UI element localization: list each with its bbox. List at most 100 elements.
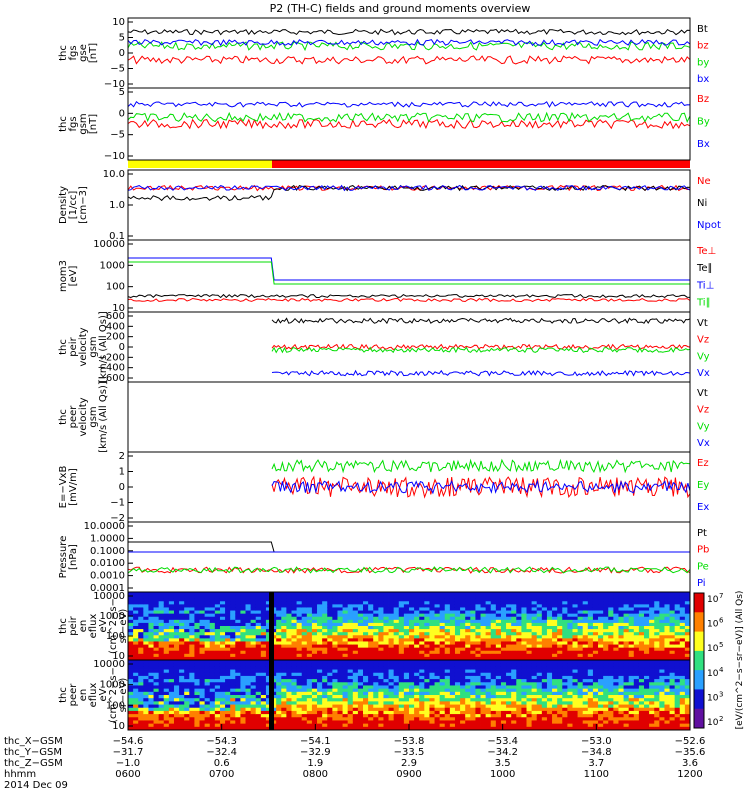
spectrogram-cell [654, 717, 660, 721]
spectrogram-cell [618, 663, 624, 667]
spectrogram-cell [311, 672, 318, 677]
spectrogram-cell [500, 695, 507, 699]
spectrogram-cell [654, 682, 660, 686]
spectrogram-cell [495, 704, 502, 709]
spectrogram-cell [332, 672, 338, 677]
spectrogram-cell [654, 656, 660, 661]
spectrogram-cell [439, 641, 446, 645]
spectrogram-cell [521, 601, 527, 605]
spectrogram-cell [230, 710, 236, 715]
legend-Te⊥: Te⊥ [696, 246, 716, 257]
spectrogram-cell [567, 629, 573, 633]
spectrogram-cell [409, 720, 415, 725]
spectrogram-cell [654, 635, 660, 639]
spectrogram-cell [214, 710, 221, 715]
spectrogram-cell [541, 635, 548, 639]
spectrogram-cell [225, 691, 231, 696]
spectrogram-cell [465, 638, 471, 642]
spectrogram-cell [276, 647, 282, 652]
spectrogram-cell [572, 613, 578, 618]
spectrogram-cell [168, 607, 175, 611]
spectrogram-cell [352, 629, 359, 633]
spectrogram-cell [444, 595, 451, 599]
spectrogram-cell [184, 663, 190, 667]
spectrogram-cell [393, 666, 400, 670]
spectrogram-cell [506, 616, 512, 621]
spectrogram-cell [414, 604, 420, 608]
spectrogram-cell [296, 723, 303, 728]
spectrogram-cell [659, 613, 665, 618]
spectrogram-cell [388, 710, 395, 715]
spectrogram-cell [245, 638, 252, 642]
spectrogram-cell [444, 616, 451, 621]
spectrogram-cell [516, 638, 522, 642]
spectrogram-cell [684, 641, 691, 645]
spectrogram-cell [495, 616, 502, 621]
spectrogram-cell [623, 672, 630, 677]
spectrogram-cell [500, 653, 507, 658]
spectrogram-cell [291, 723, 297, 728]
spectrogram-cell [332, 691, 338, 696]
spectrogram-cell [536, 638, 543, 642]
spectrogram-cell [460, 638, 466, 642]
spectrogram-cell [480, 685, 487, 690]
spectrogram-cell [521, 629, 527, 633]
spectrogram-cell [608, 644, 614, 649]
spectrogram-cell [184, 707, 190, 712]
spectrogram-cell [204, 650, 211, 655]
spectrogram-cell [424, 613, 430, 618]
spectrogram-cell [184, 632, 190, 636]
spectrogram-cell [541, 669, 548, 674]
spectrogram-cell [638, 610, 645, 615]
spectrogram-cell [684, 613, 691, 618]
spectrogram-cell [618, 685, 624, 690]
spectrogram-cell [644, 691, 650, 696]
spectrogram-cell [557, 650, 563, 655]
spectrogram-cell [490, 707, 497, 712]
spectrogram-cell [434, 647, 441, 652]
spectrogram-cell [291, 701, 297, 705]
spectrogram-cell [526, 714, 533, 718]
spectrogram-cell [633, 592, 640, 596]
spectrogram-cell [434, 675, 441, 680]
spectrogram-cell [500, 622, 507, 627]
y-tick-label: 0.0001 [90, 583, 125, 594]
legend-Ni: Ni [697, 198, 707, 209]
spectrogram-cell [608, 688, 614, 693]
spectrogram-cell [163, 656, 170, 661]
spectrogram-cell [567, 595, 573, 599]
spectrogram-cell [189, 650, 195, 655]
spectrogram-cell [567, 641, 573, 645]
spectrogram-cell [204, 613, 211, 618]
spectrogram-cell [291, 610, 297, 615]
spectrogram-cell [557, 632, 563, 636]
spectrogram-cell [439, 656, 446, 661]
spectrogram-cell [138, 595, 144, 599]
spectrogram-cell [403, 707, 410, 712]
spectrogram-cell [250, 660, 257, 664]
spectrogram-cell [516, 672, 522, 677]
spectrogram-cell [531, 644, 538, 649]
spectrogram-cell [168, 682, 175, 686]
spectrogram-cell [506, 622, 512, 627]
spectrogram-cell [679, 592, 686, 596]
panel-frame [127, 17, 691, 89]
spectrogram-cell [500, 616, 507, 621]
spectrogram-cell [347, 707, 354, 712]
spectrogram-cell [557, 675, 563, 680]
spectrogram-cell [189, 707, 195, 712]
spectrogram-cell [317, 710, 323, 715]
spectrogram-cell [383, 619, 389, 624]
spectrogram-cell [552, 656, 558, 661]
spectrogram-cell [388, 638, 395, 642]
spectrogram-cell [373, 592, 379, 596]
spectrogram-cell [562, 666, 568, 670]
spectrogram-cell [138, 663, 144, 667]
spectrogram-cell [337, 695, 343, 699]
spectrogram-cell [567, 695, 573, 699]
spectrogram-cell [485, 695, 492, 699]
spectrogram-cell [623, 650, 630, 655]
spectrogram-cell [363, 663, 369, 667]
spectrogram-cell [388, 592, 395, 596]
spectrogram-cell [500, 660, 507, 664]
